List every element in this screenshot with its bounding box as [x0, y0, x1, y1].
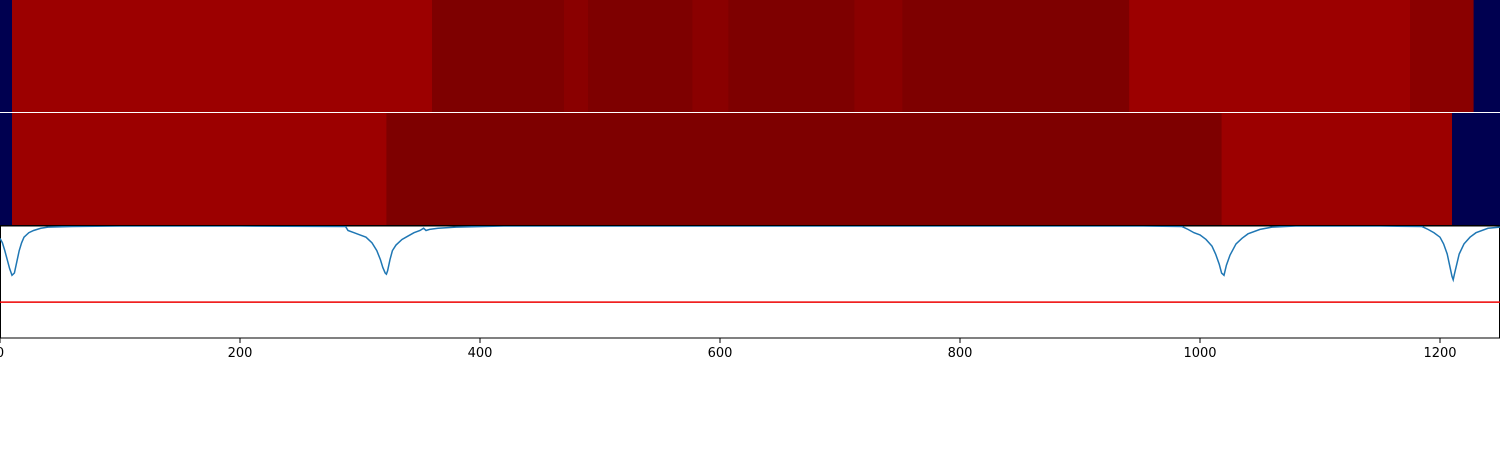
x-tick-label-600: 600: [708, 346, 733, 361]
x-tick-label-200: 200: [228, 346, 253, 361]
heatmap-segment-1-10: [1129, 0, 1411, 112]
heatmap-segment-2-1: [0, 113, 13, 225]
heatmap-segment-1-8: [854, 0, 903, 112]
x-tick-label-1200: 1200: [1423, 346, 1456, 361]
series-line: [0, 225, 1500, 283]
heatmap-panel-top: [0, 0, 1500, 112]
heatmap-segment-2-5: [1452, 113, 1500, 225]
heatmap-segment-1-7: [728, 0, 855, 112]
heatmap-segment-1-5: [588, 0, 693, 112]
line-plot-panel: [0, 225, 1500, 339]
heatmap-segment-2-3: [386, 113, 1223, 225]
heatmap-segment-1-4: [564, 0, 589, 112]
heatmap-segment-1-12: [1473, 0, 1500, 112]
heatmap-segment-1-9: [902, 0, 1130, 112]
x-axis: 0 200 400 600 800 1000 1200: [0, 338, 1457, 361]
x-tick-label-0: 0: [0, 346, 4, 361]
heatmap-segment-1-2: [12, 0, 433, 112]
heatmap-panel-bottom: [0, 113, 1500, 225]
heatmap-segment-2-2: [12, 113, 387, 225]
x-tick-label-800: 800: [948, 346, 973, 361]
heatmap-segment-1-11: [1410, 0, 1475, 112]
heatmap-segment-2-4: [1221, 113, 1453, 225]
x-tick-label-1000: 1000: [1183, 346, 1216, 361]
heatmap-segment-1-3: [432, 0, 565, 112]
x-tick-label-400: 400: [468, 346, 493, 361]
line-plot-frame: [0, 225, 1500, 339]
heatmap-segment-1-6: [692, 0, 729, 112]
heatmap-segment-1-1: [0, 0, 13, 112]
